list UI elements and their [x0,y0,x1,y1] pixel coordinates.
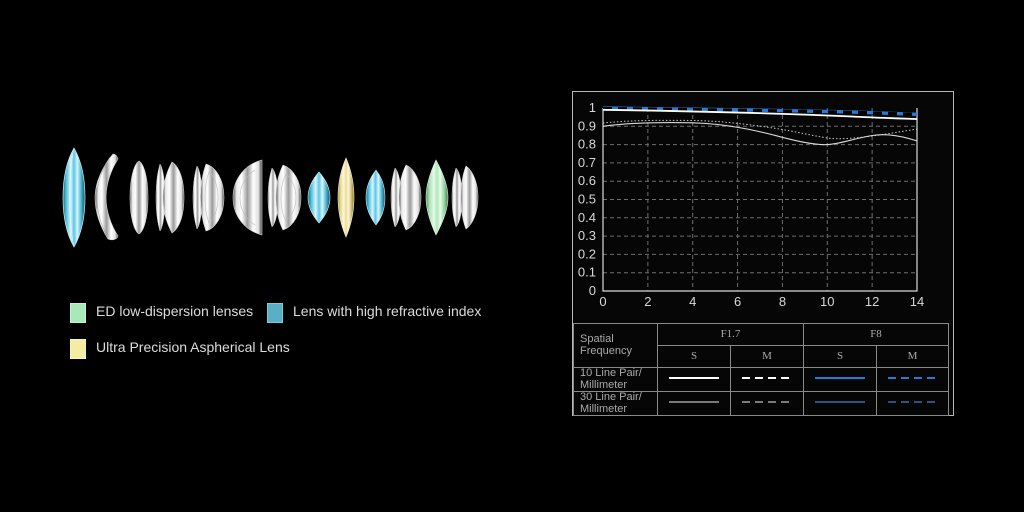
svg-text:0: 0 [589,283,596,298]
svg-text:14: 14 [910,294,924,309]
svg-text:0.3: 0.3 [578,228,596,243]
svg-text:6: 6 [734,294,741,309]
svg-text:10: 10 [820,294,834,309]
svg-text:0.9: 0.9 [578,118,596,133]
svg-text:4: 4 [689,294,696,309]
svg-text:12: 12 [865,294,879,309]
svg-text:8: 8 [779,294,786,309]
svg-text:2: 2 [644,294,651,309]
svg-text:1: 1 [589,100,596,115]
svg-text:0.1: 0.1 [578,265,596,280]
svg-text:0.5: 0.5 [578,192,596,207]
svg-text:0.8: 0.8 [578,137,596,152]
svg-text:0.7: 0.7 [578,155,596,170]
svg-text:0: 0 [599,294,606,309]
svg-text:0.2: 0.2 [578,246,596,261]
svg-text:0.6: 0.6 [578,173,596,188]
svg-text:0.4: 0.4 [578,210,596,225]
